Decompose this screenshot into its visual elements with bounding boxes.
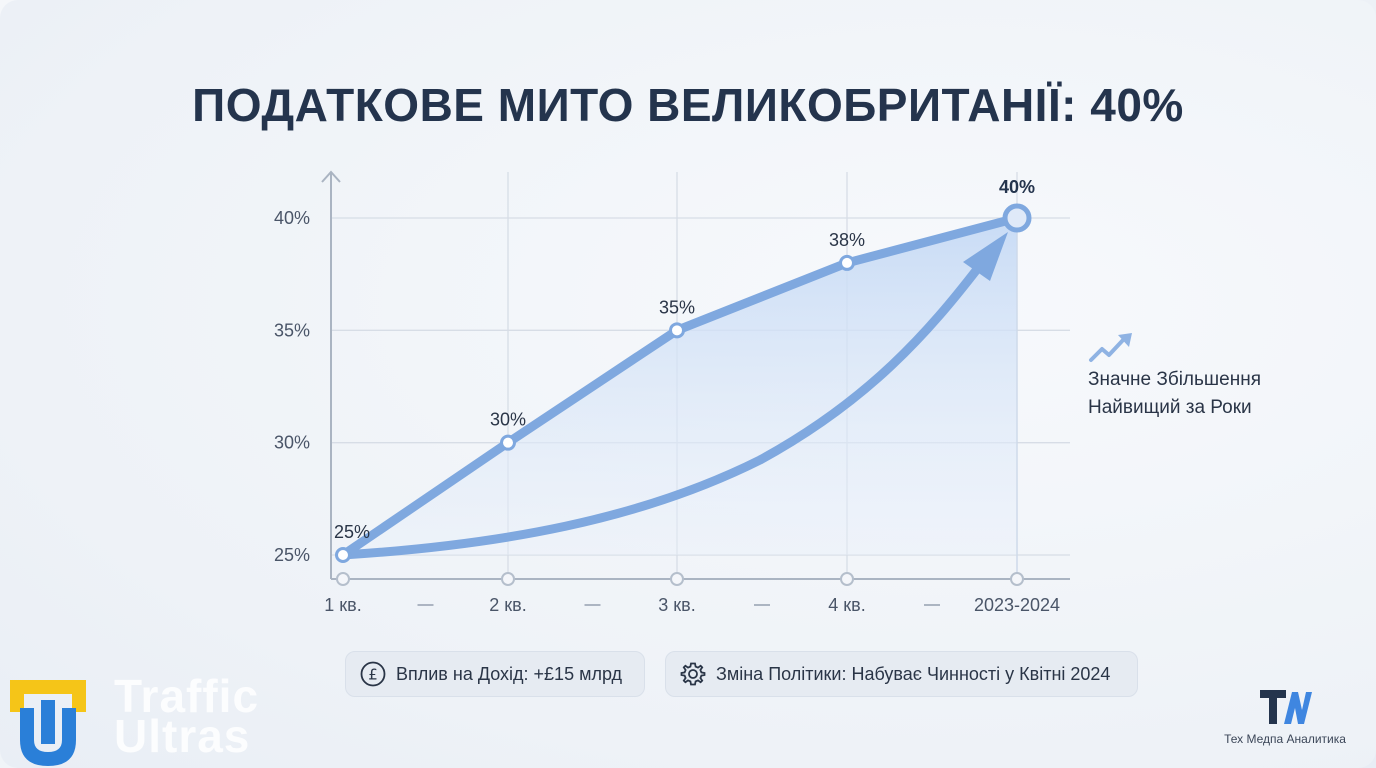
y-tick-label: 30% <box>274 433 310 453</box>
x-tick-label: 3 кв. <box>658 595 695 615</box>
data-point <box>500 434 516 451</box>
x-tick-marker <box>1010 572 1024 586</box>
series-area-fill <box>343 218 1017 555</box>
trend-arrow <box>338 263 983 560</box>
gear-icon <box>680 662 706 686</box>
data-point <box>1002 203 1032 233</box>
data-label: 35% <box>659 297 695 317</box>
y-tick-label: 25% <box>274 545 310 565</box>
x-tick-label: 2023-2024 <box>974 595 1060 615</box>
chart-series <box>335 203 1032 563</box>
data-point <box>669 322 685 339</box>
traffic-ultras-logo <box>10 680 86 766</box>
chart-area <box>343 218 1018 579</box>
x-tick-label: 2 кв. <box>489 595 526 615</box>
data-point <box>335 547 351 563</box>
pound-icon: £ <box>360 661 386 687</box>
footer-caption: Тех Медпа Аналитика <box>1224 732 1346 746</box>
trend-arrow-head <box>963 232 1008 281</box>
x-tick-marker <box>501 572 515 586</box>
chart-labels: 25% 30% 35% 40% 1 кв. 2 кв. 3 кв. 4 кв. 2023-202… <box>274 177 1060 615</box>
data-label: 40% <box>999 177 1035 197</box>
side-note: Значне Збільшення Найвищий за Роки <box>1088 330 1328 422</box>
x-tick-marker <box>336 572 350 586</box>
data-label: 30% <box>490 410 526 430</box>
policy-change-badge: Зміна Політики: Набуває Чинності у Квітн… <box>665 651 1138 697</box>
revenue-impact-text: Вплив на Дохід: +£15 млрд <box>396 663 623 684</box>
revenue-impact-badge: £ Вплив на Дохід: +£15 млрд <box>345 651 645 697</box>
svg-text:£: £ <box>368 666 378 684</box>
y-tick-label: 40% <box>274 208 310 228</box>
data-label: 25% <box>334 522 370 542</box>
policy-change-text: Зміна Політики: Набуває Чинності у Квітн… <box>716 663 1111 684</box>
side-note-line-2: Найвищий за Роки <box>1088 397 1252 418</box>
y-tick-label: 35% <box>274 320 310 340</box>
x-tick-marker <box>840 572 854 586</box>
chart-axes <box>321 170 1070 606</box>
tm-logo <box>1260 690 1312 724</box>
y-axis-arrow <box>321 170 341 183</box>
data-label: 38% <box>829 230 865 250</box>
x-tick-label: 4 кв. <box>828 595 865 615</box>
page-title: ПОДАТКОВЕ МИТО ВЕЛИКОБРИТАНІЇ: 40% <box>192 79 1184 131</box>
data-point <box>839 254 855 271</box>
x-tick-marker <box>670 572 684 586</box>
line-chart: 25% 30% 35% 40% 1 кв. 2 кв. 3 кв. 4 кв. 2023-202… <box>274 170 1070 615</box>
side-note-line-1: Значне Збільшення <box>1088 369 1262 390</box>
brand-name: Traffic Ultras <box>114 670 260 762</box>
trending-up-icon <box>1089 333 1132 362</box>
x-tick-label: 1 кв. <box>324 595 361 615</box>
